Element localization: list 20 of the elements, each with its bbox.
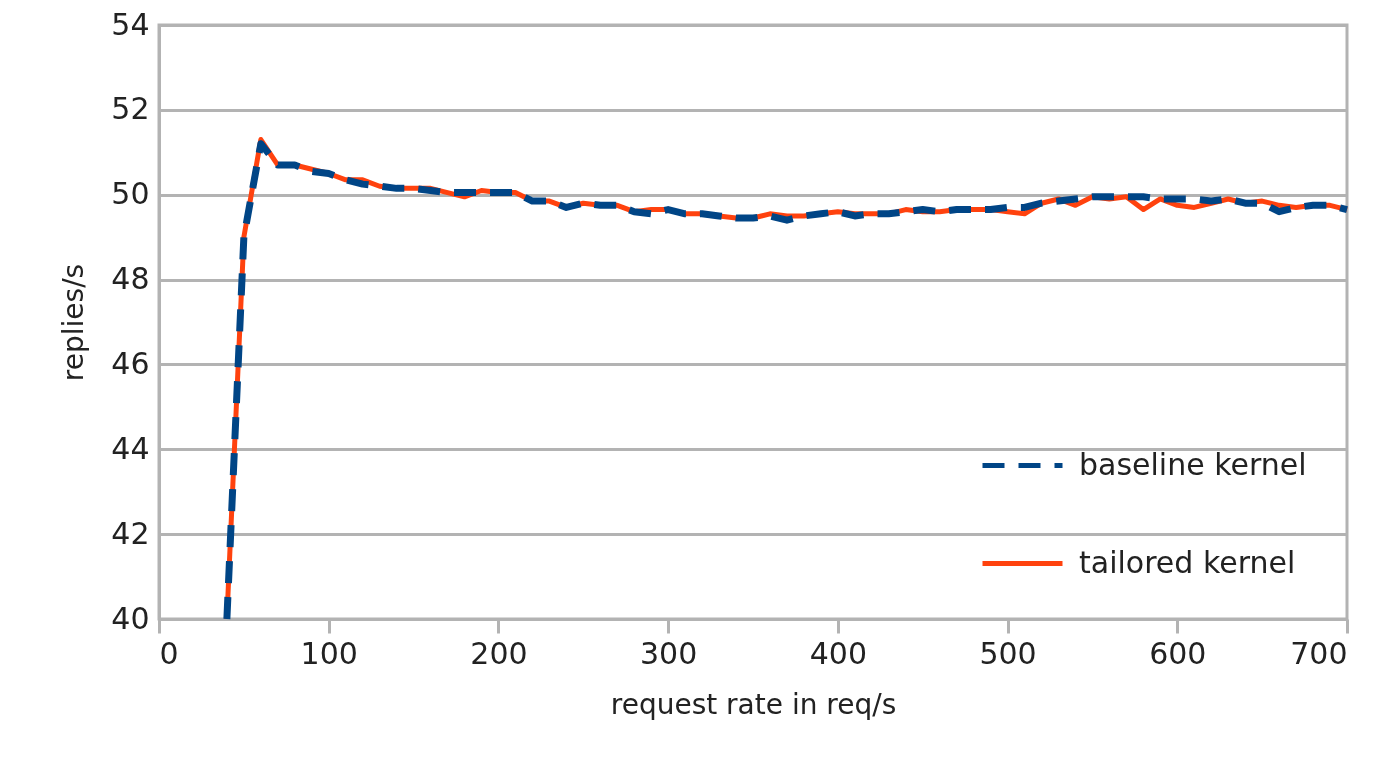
x-tick-label: 500: [979, 635, 1037, 671]
y-axis-title: replies/s: [57, 263, 91, 382]
x-tick-label: 700: [1290, 635, 1348, 671]
x-axis-title: request rate in req/s: [610, 687, 897, 721]
y-tick-label: 46: [111, 345, 150, 381]
y-tick-label: 54: [111, 6, 150, 42]
x-tick-label: 600: [1149, 635, 1207, 671]
x-tick-label: 300: [640, 635, 698, 671]
y-tick-label: 42: [111, 515, 150, 551]
x-tick-label: 400: [809, 635, 867, 671]
legend-label: tailored kernel: [1079, 544, 1296, 580]
x-tick-label: 0: [159, 635, 179, 671]
x-tick-label: 200: [470, 635, 528, 671]
legend-label: baseline kernel: [1079, 446, 1307, 482]
y-tick-label: 52: [111, 91, 150, 127]
y-tick-label: 40: [111, 600, 150, 636]
y-tick-label: 50: [111, 176, 150, 212]
x-tick-label: 100: [300, 635, 358, 671]
y-tick-label: 44: [111, 430, 150, 466]
y-tick-label: 48: [111, 261, 150, 297]
